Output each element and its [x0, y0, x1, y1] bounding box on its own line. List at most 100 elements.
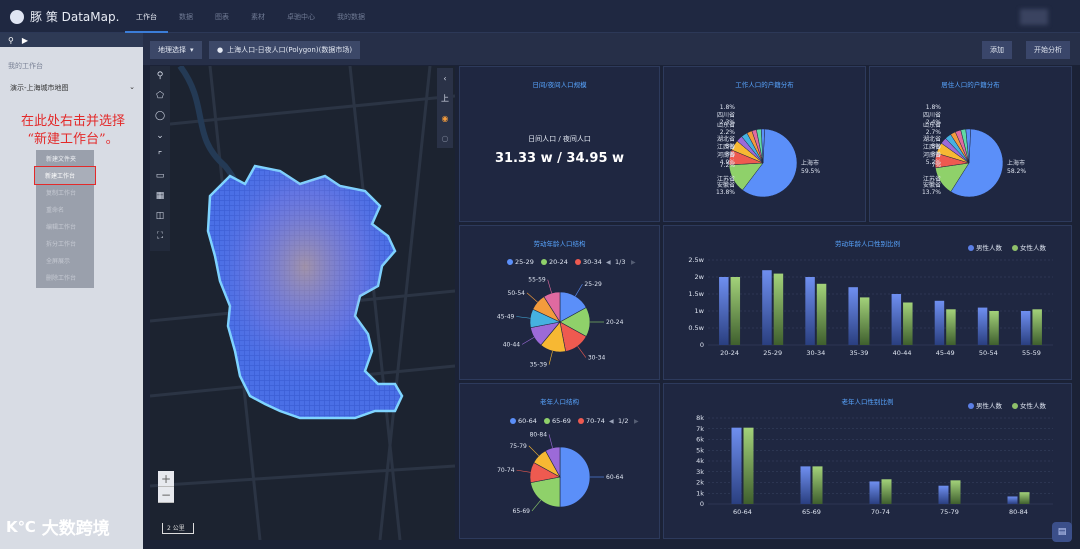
instruction-annotation: 在此处右击并选择 “新建工作台”。	[10, 113, 136, 149]
layer-tab[interactable]: ● 上海人口-日夜人口(Polygon)(数据市场)	[209, 41, 361, 59]
search-icon[interactable]: ⚲	[8, 35, 14, 45]
pie-label: 江西省	[717, 143, 735, 151]
sidebar: ⚲ ▶ 我的工作台 演示-上海城市地图 ⌄ 在此处右击并选择 “新建工作台”。 …	[0, 33, 143, 549]
pie-label-line	[547, 279, 552, 294]
menu-rename[interactable]: 重命名	[46, 207, 65, 214]
main-nav: 工作台 数据 图表 素材 卓驰中心 我的数据	[125, 0, 376, 33]
pie-label: 50-54	[508, 290, 526, 297]
map-search-icon[interactable]: ⚲	[156, 71, 164, 81]
add-button[interactable]: 添加	[982, 41, 1012, 59]
watermark: K℃ 大数跨境	[6, 514, 110, 540]
sidebar-item-shanghai[interactable]: 演示-上海城市地图 ⌄	[0, 71, 143, 93]
legend-label: 女性人数	[1020, 401, 1047, 410]
nav-workspace[interactable]: 工作台	[125, 0, 168, 33]
menu-new-folder[interactable]: 新建文件夹	[46, 156, 77, 163]
legend-page: 1/3	[615, 258, 625, 266]
pie-label: 3%	[725, 151, 735, 158]
layer-dot-icon[interactable]: ○	[441, 133, 449, 143]
chat-button[interactable]: ▤	[1052, 522, 1072, 542]
bar-male	[762, 270, 772, 345]
bar-male	[719, 277, 729, 345]
pie-label: 45-49	[497, 313, 515, 320]
app-logo[interactable]: 豚 策 DataMap.	[10, 8, 119, 25]
pie-label-line	[526, 292, 538, 303]
pie-label: 江西省	[923, 143, 941, 151]
start-analysis-button[interactable]: 开始分析	[1026, 41, 1070, 59]
sidebar-search-bar[interactable]: ⚲ ▶	[0, 33, 143, 47]
polygon-draw-icon[interactable]: ⬠	[156, 91, 164, 101]
legend-swatch	[575, 259, 581, 265]
nav-my-data[interactable]: 我的数据	[337, 13, 365, 21]
map-canvas[interactable]	[150, 66, 455, 540]
legend-label: 65-69	[552, 417, 571, 425]
caret-down-icon: ▾	[190, 46, 194, 54]
menu-new-workspace[interactable]: 新建工作台	[34, 166, 96, 185]
map-scale: 2 公里	[162, 523, 194, 534]
pie-label: 山东省	[717, 121, 735, 129]
pie-label-line	[531, 499, 542, 512]
pie-label: 河南省	[717, 151, 735, 159]
chevron-left-icon[interactable]: ‹	[443, 73, 447, 83]
bar-female	[881, 479, 892, 504]
radius-icon[interactable]: ◯	[154, 111, 166, 121]
play-icon[interactable]: ▶	[21, 35, 29, 45]
menu-fullscreen[interactable]: 全屏展示	[46, 258, 71, 265]
bar-male	[934, 300, 945, 345]
bar-male	[1020, 311, 1031, 345]
chevron-left-icon: ◀	[609, 418, 614, 425]
menu-delete-workspace[interactable]: 删除工作台	[46, 275, 77, 282]
menu-split-workspace[interactable]: 拆分工作台	[46, 241, 77, 248]
pie-slice	[761, 128, 765, 164]
menu-edit-workspace[interactable]: 编辑工作台	[46, 224, 77, 231]
x-tick-label: 20-24	[720, 349, 739, 357]
pie-label: 75-79	[509, 443, 527, 450]
pie-label-line	[516, 469, 531, 473]
legend-swatch	[1012, 245, 1018, 251]
y-tick-label: 3k	[696, 468, 704, 476]
map-view[interactable]: ⚲ ⬠ ◯ ⌄ ⌜ ▭ ▦ ◫ ⛶ ‹ 上 ◉ ○ + − 2 公里	[150, 66, 455, 540]
legend-swatch	[968, 245, 974, 251]
pie-label: 2.4%	[926, 119, 942, 126]
my-workspace-heading: 我的工作台	[8, 62, 43, 70]
bar-male	[938, 485, 949, 504]
layer-dot-active-icon[interactable]: ◉	[441, 113, 449, 123]
nav-assets[interactable]: 素材	[251, 13, 265, 21]
user-avatar[interactable]	[1020, 9, 1048, 25]
menu-copy-workspace[interactable]: 复制工作台	[46, 190, 77, 197]
crop-icon[interactable]: ⌜	[157, 151, 163, 161]
nav-charts[interactable]: 图表	[215, 13, 229, 21]
kpi-title: 日间/夜间人口规模	[532, 81, 587, 89]
chevron-down-icon[interactable]: ⌄	[156, 131, 164, 141]
labor-age-panel: 劳动年龄人口结构 25-29 20-24 30-34 ◀ 1/3 ▶ 25-29 20-24 3…	[459, 225, 660, 380]
split-icon[interactable]: ◫	[155, 211, 165, 221]
pie-label: 13.7%	[922, 189, 941, 196]
pie-label: 四川省	[923, 111, 941, 119]
kpi-label: 日间人口 / 夜间人口	[528, 135, 591, 143]
layer-up-button[interactable]: 上	[441, 93, 449, 103]
labor-gender-panel: 劳动年龄人口性别比例 0 0.5w 1w 1.5w 2w 2.5w 20-24 25-29 30…	[663, 225, 1072, 380]
y-tick-label: 8k	[696, 414, 704, 422]
annotation-line-1: 在此处右击并选择	[20, 114, 125, 129]
pie-label: 山东省	[923, 121, 941, 129]
nav-data[interactable]: 数据	[179, 13, 193, 21]
bar-male	[800, 466, 811, 504]
fullscreen-icon[interactable]: ⛶	[156, 231, 164, 241]
pie-label: 7.2%	[720, 162, 736, 169]
pie-label: 安徽省	[923, 181, 941, 189]
map-layer-icon[interactable]: ▦	[155, 191, 165, 201]
zoom-out-button[interactable]: −	[158, 487, 174, 503]
pie-label: 安徽省	[717, 181, 735, 189]
pie-label: 4.9%	[720, 159, 736, 166]
legend-swatch	[510, 418, 516, 424]
x-tick-label: 75-79	[940, 508, 959, 516]
pie-label: 35-39	[530, 362, 548, 369]
nav-center[interactable]: 卓驰中心	[287, 13, 315, 21]
residence-origin-pie: 上海市58.2%1.8%四川省2.4%山东省2.7%湖北省3%江西省3%河南省5…	[922, 104, 1026, 198]
pie-label: 58.2%	[1007, 168, 1026, 175]
pie-label: 30-34	[588, 355, 606, 362]
geo-select-dropdown[interactable]: 地理选择 ▾	[150, 41, 202, 59]
pie-label: 25-29	[584, 281, 602, 288]
legend-label: 60-64	[518, 417, 537, 425]
ruler-icon[interactable]: ▭	[155, 171, 165, 181]
zoom-in-button[interactable]: +	[158, 471, 174, 487]
